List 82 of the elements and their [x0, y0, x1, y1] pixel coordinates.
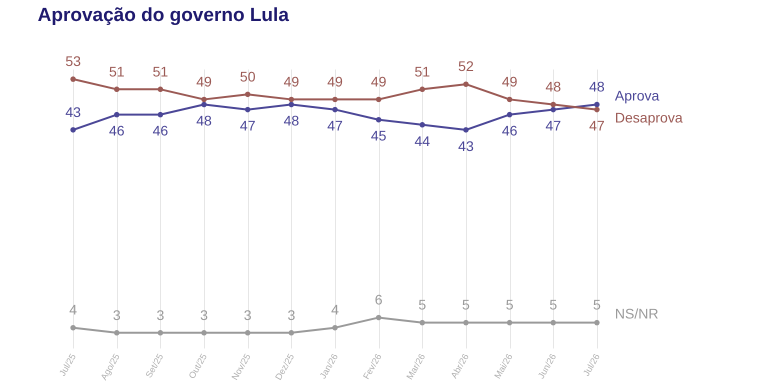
data-label: 49 — [502, 73, 518, 90]
point — [70, 76, 76, 82]
point — [463, 320, 469, 326]
point — [506, 112, 512, 118]
point — [244, 92, 250, 98]
data-label: 48 — [196, 112, 212, 129]
data-label: 5 — [462, 296, 470, 313]
point — [201, 102, 207, 108]
data-label: 46 — [152, 122, 168, 139]
point — [158, 330, 164, 336]
point — [332, 324, 338, 330]
data-label: 47 — [240, 118, 256, 134]
data-label: 43 — [458, 138, 474, 154]
point — [288, 96, 294, 102]
point — [594, 320, 600, 326]
data-label: 47 — [545, 118, 562, 134]
data-label: 49 — [370, 73, 387, 90]
point — [420, 86, 426, 92]
data-label: 48 — [284, 112, 300, 129]
point — [594, 102, 600, 108]
point — [114, 86, 120, 92]
point — [594, 106, 600, 112]
point — [244, 330, 250, 336]
data-label: 48 — [545, 78, 562, 95]
data-label: 4 — [331, 302, 340, 318]
point — [376, 314, 382, 320]
point — [114, 112, 120, 118]
point — [114, 330, 120, 336]
point — [506, 96, 512, 102]
data-label: 51 — [152, 63, 168, 80]
data-label: 4 — [69, 302, 78, 318]
data-label: 45 — [370, 128, 387, 144]
point — [201, 96, 207, 102]
point — [550, 106, 556, 112]
series-label: Desaprova — [614, 110, 683, 126]
point — [463, 127, 469, 133]
point — [70, 127, 76, 133]
point — [506, 320, 512, 326]
data-label: 52 — [458, 58, 474, 74]
point — [376, 116, 382, 122]
point — [463, 81, 469, 87]
data-label: 53 — [65, 53, 82, 70]
data-label: 3 — [244, 306, 252, 323]
point — [420, 122, 426, 128]
data-label: 47 — [327, 118, 343, 134]
point — [550, 320, 556, 326]
data-label: 3 — [156, 306, 164, 323]
data-label: 6 — [374, 292, 383, 308]
point — [201, 330, 207, 336]
chart-title: Aprovação do governo Lula — [38, 5, 290, 26]
data-label: 3 — [287, 306, 296, 323]
point — [158, 112, 164, 118]
point — [550, 102, 556, 108]
data-label: 44 — [414, 132, 430, 149]
data-label: 51 — [108, 63, 125, 80]
data-label: 5 — [593, 296, 602, 313]
data-label: 47 — [589, 118, 605, 134]
data-label: 49 — [284, 73, 300, 90]
data-label: 43 — [65, 104, 82, 120]
data-label: 49 — [327, 73, 343, 90]
data-label: 3 — [112, 306, 121, 323]
series-label: NS/NR — [614, 306, 658, 322]
data-label: 49 — [196, 73, 212, 90]
point — [420, 320, 426, 326]
data-label: 5 — [506, 296, 514, 313]
point — [332, 106, 338, 112]
data-label: 46 — [108, 122, 125, 139]
data-label: 48 — [589, 78, 605, 95]
series-label: Aprova — [614, 88, 660, 104]
point — [332, 96, 338, 102]
point — [288, 102, 294, 108]
data-label: 5 — [418, 296, 426, 313]
data-label: 46 — [502, 122, 518, 139]
point — [70, 324, 76, 330]
data-label: 3 — [200, 306, 208, 323]
point — [288, 330, 294, 336]
data-label: 51 — [414, 63, 430, 80]
data-label: 5 — [549, 296, 558, 313]
point — [158, 86, 164, 92]
data-label: 50 — [240, 68, 256, 84]
point — [376, 96, 382, 102]
point — [244, 106, 250, 112]
